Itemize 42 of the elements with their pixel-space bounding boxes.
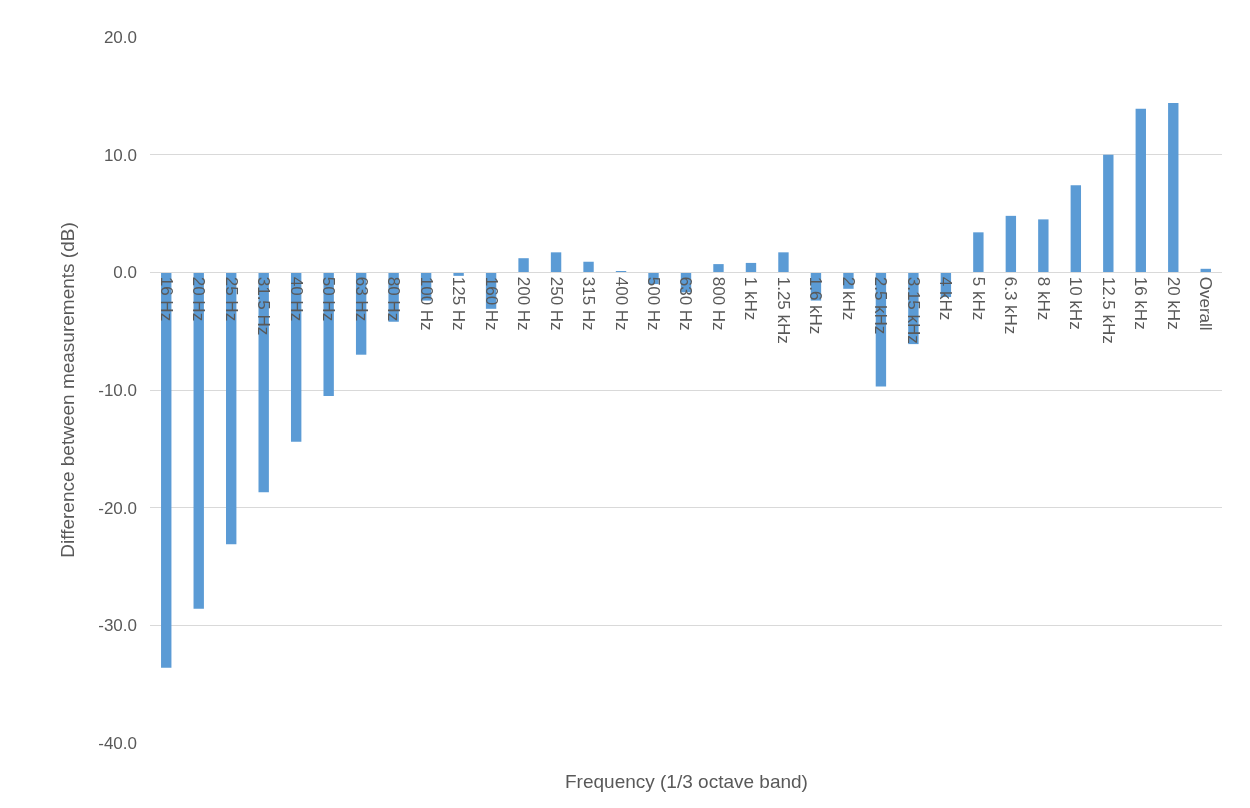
y-tick-label: 0.0 bbox=[113, 263, 137, 283]
x-tick-label: 400 Hz bbox=[611, 276, 631, 331]
x-tick-label: 10 kHz bbox=[1066, 276, 1086, 330]
x-tick-label: 250 Hz bbox=[546, 276, 566, 331]
x-tick-label: 20 kHz bbox=[1163, 276, 1183, 330]
x-tick-label: 80 Hz bbox=[384, 276, 404, 322]
x-tick-label: 8 kHz bbox=[1033, 276, 1053, 321]
x-tick-label: 3.15 kHz bbox=[903, 276, 923, 344]
x-tick-label: 12.5 kHz bbox=[1098, 276, 1118, 344]
x-tick-label: 16 Hz bbox=[156, 276, 176, 322]
x-tick-label: 2.5 kHz bbox=[871, 276, 891, 335]
x-tick-label: 5 kHz bbox=[968, 276, 988, 321]
x-tick-label: Overall bbox=[1196, 276, 1216, 331]
x-tick-label: 6.3 kHz bbox=[1001, 276, 1021, 335]
x-tick-label: 125 Hz bbox=[449, 276, 469, 331]
y-tick-label: -10.0 bbox=[98, 380, 137, 400]
x-tick-label: 50 Hz bbox=[319, 276, 339, 322]
x-tick-label: 160 Hz bbox=[481, 276, 501, 331]
x-tick-label: 500 Hz bbox=[643, 276, 663, 331]
x-tick-label: 63 Hz bbox=[351, 276, 371, 322]
x-tick-label: 16 kHz bbox=[1131, 276, 1151, 330]
y-tick-label: -20.0 bbox=[98, 498, 137, 518]
x-tick-label: 100 Hz bbox=[416, 276, 436, 331]
x-tick-label: 315 Hz bbox=[579, 276, 599, 331]
x-tick-label: 2 kHz bbox=[838, 276, 858, 321]
x-tick-label: 20 Hz bbox=[189, 276, 209, 322]
x-tick-label: 1.25 kHz bbox=[773, 276, 793, 344]
x-tick-label: 1.6 kHz bbox=[806, 276, 826, 335]
y-axis-title: Difference between measurements (dB) bbox=[57, 222, 79, 558]
x-tick-label: 1 kHz bbox=[741, 276, 761, 321]
y-tick-label: -40.0 bbox=[98, 733, 137, 753]
x-tick-label: 40 Hz bbox=[286, 276, 306, 322]
x-tick-label: 4 kHz bbox=[936, 276, 956, 321]
x-tick-label: 31.5 Hz bbox=[254, 276, 274, 336]
x-tick-label: 25 Hz bbox=[221, 276, 241, 322]
y-tick-label: 10.0 bbox=[103, 145, 137, 165]
x-tick-label: 200 Hz bbox=[514, 276, 534, 331]
y-tick-label: 20.0 bbox=[103, 27, 137, 47]
x-tick-label: 800 Hz bbox=[708, 276, 728, 331]
x-tick-label: 630 Hz bbox=[676, 276, 696, 331]
y-tick-label: -30.0 bbox=[98, 616, 137, 636]
x-axis-title: Frequency (1/3 octave band) bbox=[565, 771, 808, 792]
